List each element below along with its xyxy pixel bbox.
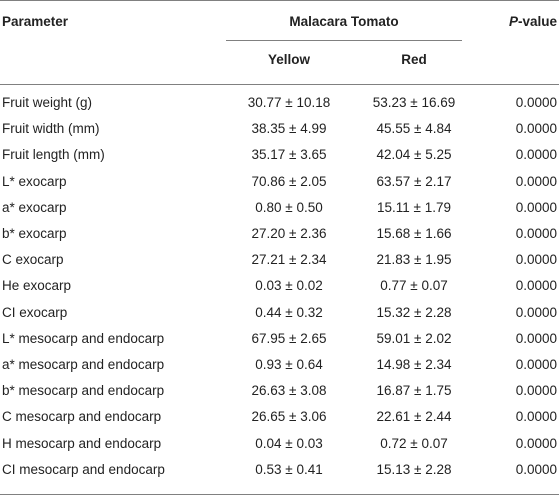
- cell-red: 15.32 ± 2.28: [376, 304, 452, 320]
- header-value-suffix: -value: [517, 14, 557, 29]
- cell-red: 15.11 ± 1.79: [377, 199, 451, 215]
- cell-yellow: 0.93 ± 0.64: [255, 357, 323, 372]
- header-p-letter: P: [508, 14, 518, 29]
- cell-red: 15.13 ± 2.28: [376, 461, 452, 477]
- cell-yellow: 27.21 ± 2.34: [251, 252, 327, 268]
- cell-yellow: 38.35 ± 4.99: [251, 121, 327, 137]
- table-row: C exocarp 27.21 ± 2.34 21.83 ± 1.95 0.0000: [0, 247, 559, 273]
- cell-yellow: 35.17 ± 3.65: [251, 147, 327, 163]
- table-row: L* mesocarp and endocarp 67.95 ± 2.65 59.0…: [0, 326, 559, 352]
- cell-p-value: 0.0000: [515, 278, 557, 294]
- cell-parameter: H mesocarp and endocarp: [2, 435, 162, 451]
- cell-p-value: 0.0000: [515, 226, 557, 241]
- cell-red: 14.98 ± 2.34: [376, 357, 452, 372]
- cell-p-value: 0.0000: [515, 121, 557, 137]
- cell-parameter: CI mesocarp and endocarp: [2, 461, 165, 477]
- cell-p-value: 0.0000: [515, 147, 557, 163]
- table-row: a* exocarp 0.80 ± 0.50 15.11 ± 1.79 0.0000: [0, 195, 559, 221]
- cell-parameter: b* mesocarp and endocarp: [2, 383, 165, 399]
- cell-parameter: Fruit width (mm): [2, 121, 100, 137]
- cell-parameter: a* mesocarp and endocarp: [2, 357, 165, 372]
- cell-red: 21.83 ± 1.95: [376, 252, 452, 268]
- table-row: He exocarp 0.03 ± 0.02 0.77 ± 0.07 0.0000: [0, 273, 559, 299]
- cell-p-value: 0.0000: [515, 357, 557, 372]
- table-row: L* exocarp 70.86 ± 2.05 63.57 ± 2.17 0.0000: [0, 169, 559, 195]
- cell-red: 63.57 ± 2.17: [376, 173, 452, 189]
- header-malacara-tomato: Malacara Tomato: [289, 14, 399, 29]
- cell-p-value: 0.0000: [515, 461, 557, 477]
- cell-p-value: 0.0000: [515, 435, 557, 451]
- cell-parameter: L* mesocarp and endocarp: [2, 330, 165, 346]
- cell-p-value: 0.0000: [515, 383, 557, 399]
- cell-yellow: 0.04 ± 0.03: [255, 435, 323, 451]
- cell-yellow: 0.44 ± 0.32: [255, 304, 323, 320]
- cell-p-value: 0.0000: [515, 409, 557, 425]
- cell-yellow: 26.63 ± 3.08: [251, 383, 327, 399]
- cell-yellow: 0.53 ± 0.41: [255, 461, 323, 477]
- cell-parameter: L* exocarp: [2, 173, 67, 189]
- cell-parameter: a* exocarp: [2, 199, 67, 215]
- cell-red: 45.55 ± 4.84: [376, 121, 452, 137]
- table-row: b* exocarp 27.20 ± 2.36 15.68 ± 1.66 0.0000: [0, 221, 559, 247]
- group-rule: [226, 40, 462, 41]
- cell-yellow: 70.86 ± 2.05: [251, 173, 327, 189]
- table-row: CI exocarp 0.44 ± 0.32 15.32 ± 2.28 0.0000: [0, 300, 559, 326]
- top-rule: [0, 0, 559, 1]
- cell-red: 59.01 ± 2.02: [376, 330, 452, 346]
- cell-parameter: C exocarp: [2, 252, 64, 268]
- bottom-rule: [0, 494, 559, 495]
- cell-red: 22.61 ± 2.44: [376, 409, 452, 425]
- cell-parameter: He exocarp: [2, 278, 72, 294]
- table-row: b* mesocarp and endocarp 26.63 ± 3.08 16.8…: [0, 378, 559, 404]
- cell-yellow: 0.80 ± 0.50: [255, 199, 323, 215]
- header-rule: [0, 84, 559, 85]
- table-row: Fruit width (mm) 38.35 ± 4.99 45.55 ± 4.84…: [0, 116, 559, 142]
- table-row: a* mesocarp and endocarp 0.93 ± 0.64 14.98…: [0, 352, 559, 378]
- cell-parameter: Fruit weight (g): [2, 95, 93, 110]
- table-row: C mesocarp and endocarp 26.65 ± 3.06 22.61…: [0, 404, 559, 430]
- table-row: Fruit length (mm) 35.17 ± 3.65 42.04 ± 5.2…: [0, 142, 559, 168]
- cell-p-value: 0.0000: [515, 330, 557, 346]
- table-row: CI mesocarp and endocarp 0.53 ± 0.41 15.13…: [0, 457, 559, 483]
- cell-red: 0.72 ± 0.07: [380, 435, 448, 451]
- cell-parameter: Fruit length (mm): [2, 147, 105, 163]
- cell-parameter: C mesocarp and endocarp: [2, 409, 162, 425]
- cell-p-value: 0.0000: [515, 252, 557, 268]
- header-p-value: P-value: [475, 14, 557, 30]
- cell-parameter: b* exocarp: [2, 226, 67, 241]
- cell-p-value: 0.0000: [515, 95, 557, 110]
- table-row: H mesocarp and endocarp 0.04 ± 0.03 0.72 ±…: [0, 431, 559, 457]
- header-red: Red: [401, 52, 427, 67]
- cell-yellow: 0.03 ± 0.02: [255, 278, 323, 294]
- cell-parameter: CI exocarp: [2, 304, 68, 320]
- cell-p-value: 0.0000: [515, 304, 557, 320]
- table-row: Fruit weight (g) 30.77 ± 10.18 53.23 ± 16.…: [0, 90, 559, 116]
- cell-red: 16.87 ± 1.75: [376, 383, 452, 399]
- header-parameter: Parameter: [2, 14, 69, 29]
- cell-red: 53.23 ± 16.69: [372, 95, 456, 110]
- cell-yellow: 27.20 ± 2.36: [251, 226, 327, 241]
- header-yellow: Yellow: [267, 52, 311, 67]
- cell-yellow: 26.65 ± 3.06: [251, 409, 327, 425]
- cell-red: 15.68 ± 1.66: [376, 226, 452, 241]
- cell-p-value: 0.0000: [515, 173, 557, 189]
- cell-red: 42.04 ± 5.25: [376, 147, 452, 163]
- cell-yellow: 30.77 ± 10.18: [247, 95, 331, 110]
- cell-p-value: 0.0000: [515, 199, 557, 215]
- cell-yellow: 67.95 ± 2.65: [251, 330, 327, 346]
- cell-red: 0.77 ± 0.07: [380, 278, 448, 294]
